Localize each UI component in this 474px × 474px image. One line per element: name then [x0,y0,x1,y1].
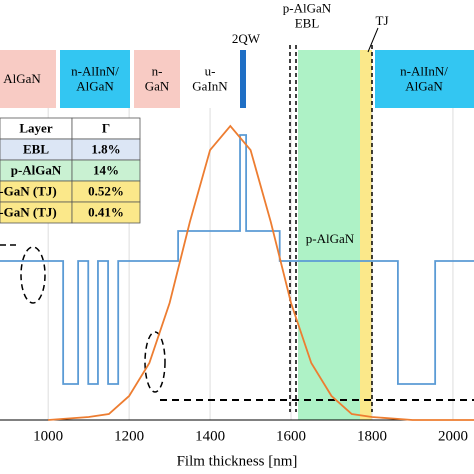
table-text: 0.52% [88,183,124,198]
table-cell [71,201,141,224]
layer-label: u-GaInN [192,63,228,93]
tj-region [360,50,372,420]
x-tick-label: 1800 [357,428,387,444]
series-line [48,124,474,421]
layer-box [134,50,180,108]
layer-box [0,50,56,108]
x-tick-label: 1400 [195,428,225,444]
region-label: p-AlGaN [306,231,355,246]
qw-label: 2QW [232,31,261,46]
table-text: 0.41% [88,204,124,219]
layer-label: n-AlInN/AlGaN [400,63,448,93]
table-text: Layer [19,120,52,135]
tj-label: TJ [376,13,389,28]
layer-box [183,50,238,108]
layer-box [375,50,474,108]
x-axis-label: Film thickness [nm] [177,453,298,469]
layer-box [60,50,130,108]
table-text: EBL [23,141,49,156]
table-text: -GaN (TJ) [0,183,57,198]
x-tick-label: 1200 [114,428,144,444]
dashed-ellipse [144,331,166,393]
table-text: Γ [102,120,110,135]
dashed-ellipse [20,246,46,304]
x-tick-label: 2000 [438,428,468,444]
ebl-label: p-AlGaN EBL [283,0,332,30]
table-text: 14% [93,162,119,177]
p-algan-region [298,50,360,420]
qw-box [240,50,246,108]
layer-label: n-GaN [145,63,170,93]
series-line [0,134,474,385]
table-text: p-AlGaN [11,162,62,177]
x-tick-label: 1600 [276,428,306,444]
layer-label: AlGaN [3,71,41,86]
table-text: -GaN (TJ) [0,204,57,219]
table-text: 1.8% [91,141,120,156]
x-tick-label: 1000 [33,428,63,444]
layer-label: n-AlInN/AlGaN [71,63,119,93]
leader-line [367,27,379,53]
